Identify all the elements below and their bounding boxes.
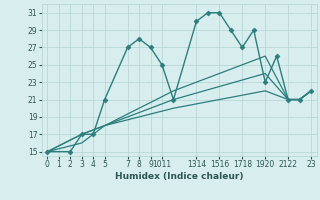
X-axis label: Humidex (Indice chaleur): Humidex (Indice chaleur) xyxy=(115,172,244,181)
